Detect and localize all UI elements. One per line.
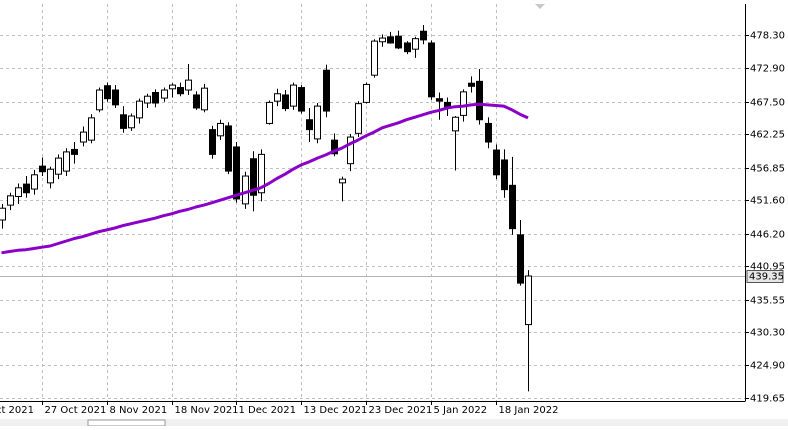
candle-body [63, 151, 70, 172]
candle-body [47, 168, 54, 184]
candle-body [250, 158, 257, 196]
candle-body [347, 136, 354, 165]
candle-body [379, 37, 386, 43]
candle-body [331, 139, 338, 155]
candle-body [404, 42, 411, 53]
x-tick-label: 27 Oct 2021 [45, 405, 107, 416]
y-tick-label: 424.90 [750, 361, 785, 372]
y-tick-label: 478.30 [750, 31, 785, 42]
candle-body [144, 95, 151, 104]
last-price-label: 439.35 [749, 272, 784, 283]
candle-body [242, 175, 249, 205]
candle-body [258, 153, 265, 194]
candle-body [169, 84, 176, 90]
candle-body [185, 79, 192, 91]
candle-body [233, 146, 240, 200]
candle-body [395, 35, 402, 49]
candle-body [120, 114, 127, 129]
candle-body [493, 149, 500, 176]
y-tick-label: 462.25 [750, 130, 785, 141]
candle-body [460, 91, 467, 116]
moving-average [1, 102, 529, 255]
x-tick-label: 18 Jan 2022 [499, 405, 559, 416]
y-tick-label: 472.90 [750, 64, 785, 75]
candle-body [476, 80, 483, 121]
candle-body [298, 87, 305, 112]
candle-body [436, 98, 443, 102]
x-tick-label: 5 Jan 2022 [434, 405, 488, 416]
candle-body [339, 178, 346, 184]
candle-body [193, 94, 200, 109]
candle-body [80, 131, 87, 143]
candle-body [525, 275, 532, 326]
chart-tab[interactable] [87, 419, 166, 427]
candle-body [501, 159, 508, 191]
shift-marker[interactable] [535, 4, 545, 9]
candle-body [0, 207, 6, 221]
candle-body [55, 157, 62, 175]
candle-body [485, 122, 492, 143]
candle-body [96, 89, 103, 111]
candle-body [71, 148, 78, 155]
candle-body [136, 100, 143, 119]
candle-body [161, 89, 168, 99]
candle-body [420, 30, 427, 41]
candle-body [363, 83, 370, 103]
candle-body [452, 116, 459, 132]
x-tick-label: Oct 2021 [0, 405, 34, 416]
candle-body [509, 184, 516, 230]
x-tick-label: 23 Dec 2021 [369, 405, 433, 416]
y-tick-label: 440.95 [750, 262, 785, 273]
candle-body [31, 174, 38, 190]
candle-body [355, 103, 362, 134]
candle-body [23, 183, 30, 194]
candle-body [290, 84, 297, 107]
plot-area [0, 4, 745, 401]
candle-body [371, 40, 378, 76]
candle-body [314, 105, 321, 140]
candle-body [266, 101, 273, 124]
y-tick-label: 456.85 [750, 164, 785, 175]
candle-body [209, 129, 216, 155]
x-tick-label: 1 Dec 2021 [239, 405, 297, 416]
candle-body [468, 82, 475, 87]
candle-body [177, 87, 184, 95]
y-tick-label: 446.20 [750, 230, 785, 241]
candle-body [412, 38, 419, 50]
candle-body [517, 234, 524, 284]
x-tick-label: 18 Nov 2021 [175, 405, 239, 416]
y-tick-label: 435.55 [750, 296, 785, 307]
tab-strip [0, 419, 788, 426]
y-tick-label: 451.60 [750, 196, 785, 207]
candle-body [225, 125, 232, 172]
last-price-tag [746, 270, 784, 283]
candle-body [39, 165, 46, 173]
x-tick-label: 8 Nov 2021 [110, 405, 168, 416]
candle-body [274, 93, 281, 102]
candle-body [88, 117, 95, 141]
candle-body [323, 69, 330, 112]
x-tick-label: 13 Dec 2021 [304, 405, 368, 416]
candle-body [387, 36, 394, 44]
y-tick-label: 467.50 [750, 98, 785, 109]
candle-body [104, 85, 111, 100]
candle-body [201, 87, 208, 111]
y-tick-label: 430.30 [750, 328, 785, 339]
candle-body [306, 119, 313, 131]
candle-body [428, 42, 435, 98]
candle-body [7, 195, 14, 206]
y-tick-label: 419.65 [750, 394, 785, 405]
candle-body [282, 94, 289, 110]
candle-body [128, 115, 135, 129]
candle-body [15, 187, 22, 197]
candle-body [217, 122, 224, 137]
candle-body [112, 89, 119, 106]
candle-body [152, 91, 159, 104]
